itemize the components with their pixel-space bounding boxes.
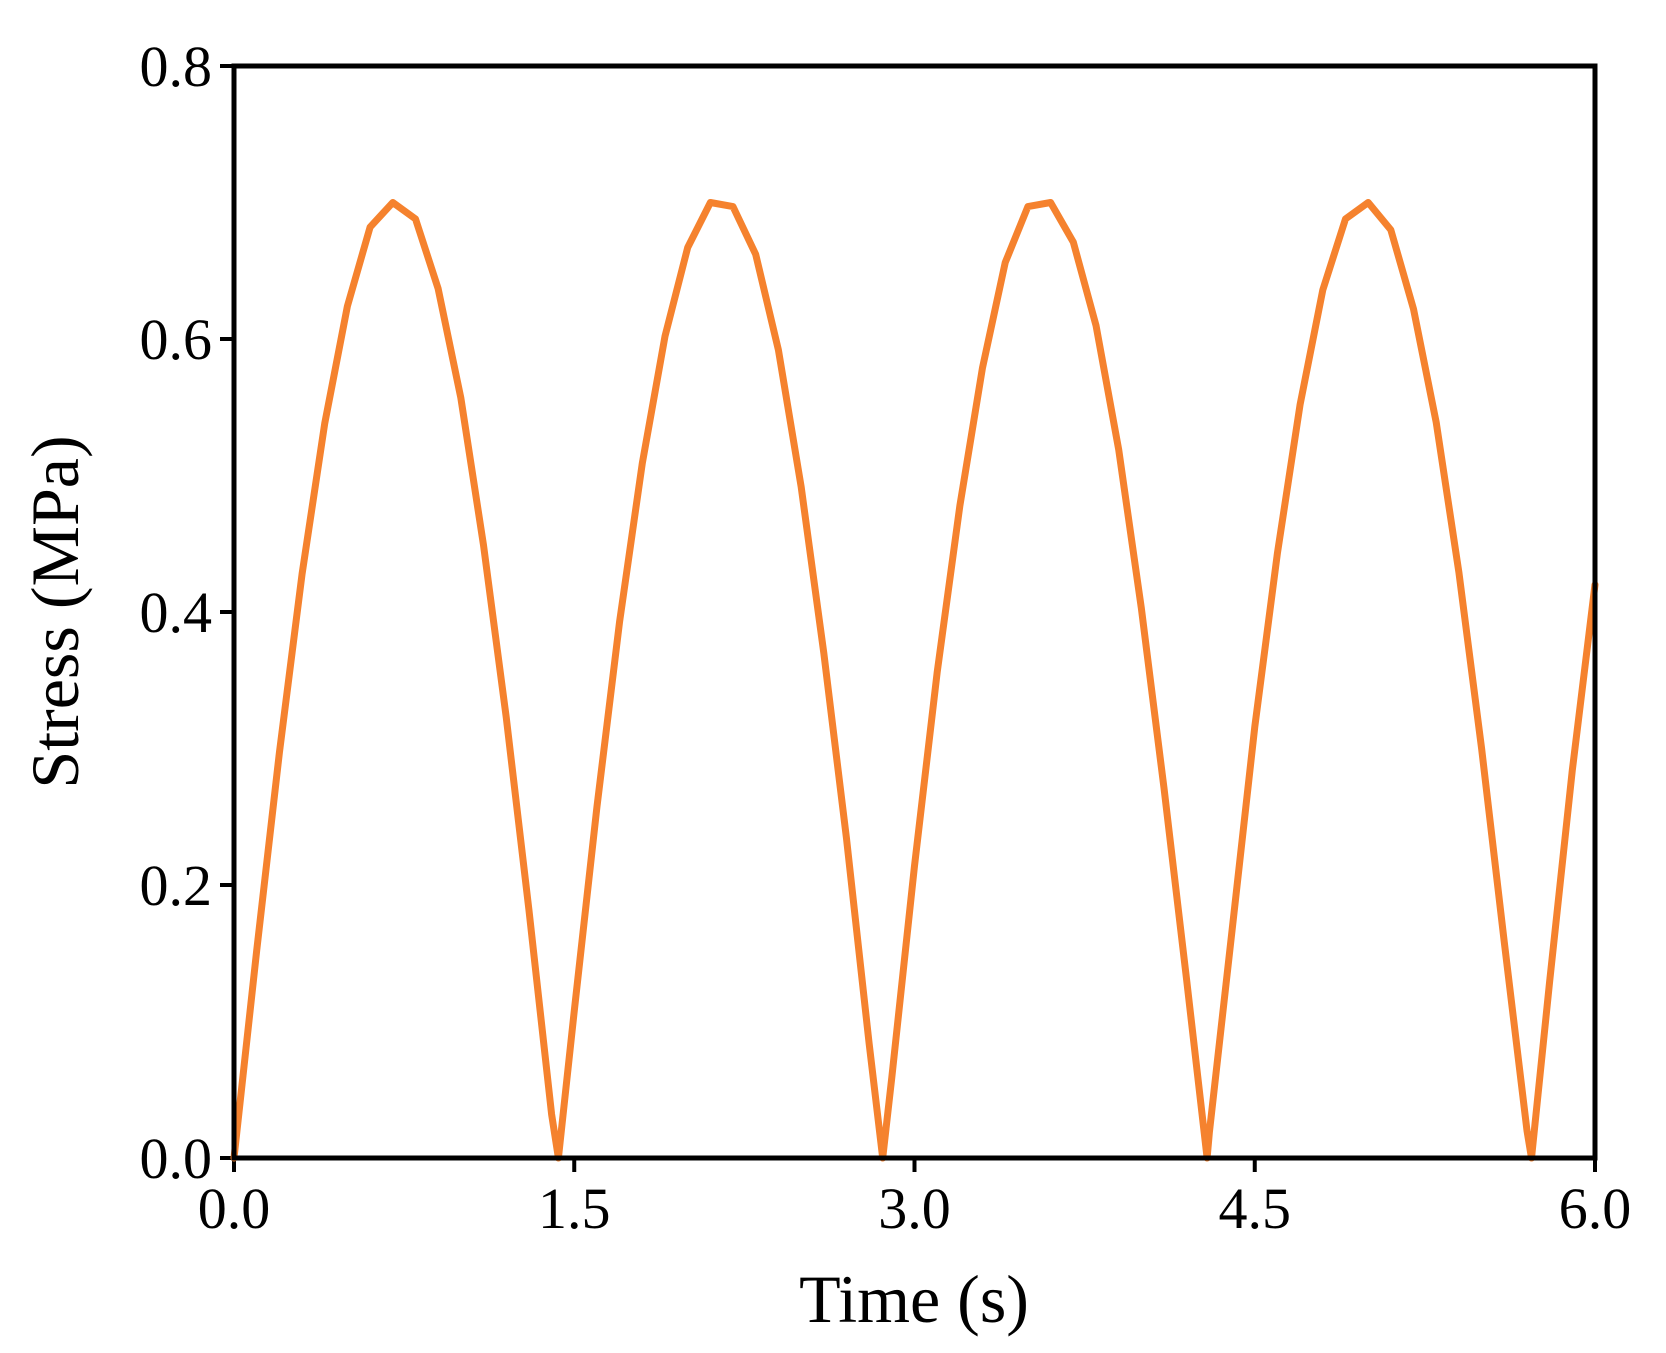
- y-tick-label: 0.4: [140, 580, 213, 645]
- x-tick-label: 1.5: [538, 1176, 611, 1241]
- stress-series-line: [230, 199, 1599, 1162]
- y-tick-label: 0.8: [140, 34, 213, 99]
- y-tick-label: 0.0: [140, 1126, 213, 1191]
- x-axis-label: Time (s): [799, 1261, 1029, 1337]
- y-tick-label: 0.6: [140, 307, 213, 372]
- y-tick-label: 0.2: [140, 853, 213, 918]
- plot-frame: [231, 63, 1598, 1161]
- x-tick-label: 3.0: [878, 1176, 951, 1241]
- x-tick-label: 0.0: [198, 1176, 271, 1241]
- x-tick-label: 6.0: [1559, 1176, 1632, 1241]
- y-axis-label: Stress (MPa): [17, 435, 93, 788]
- axis-ticks: 0.0 1.5 3.0 4.5 6.0 0.0 0.2 0.4 0.6 0.8: [140, 34, 1632, 1241]
- x-tick-label: 4.5: [1219, 1176, 1292, 1241]
